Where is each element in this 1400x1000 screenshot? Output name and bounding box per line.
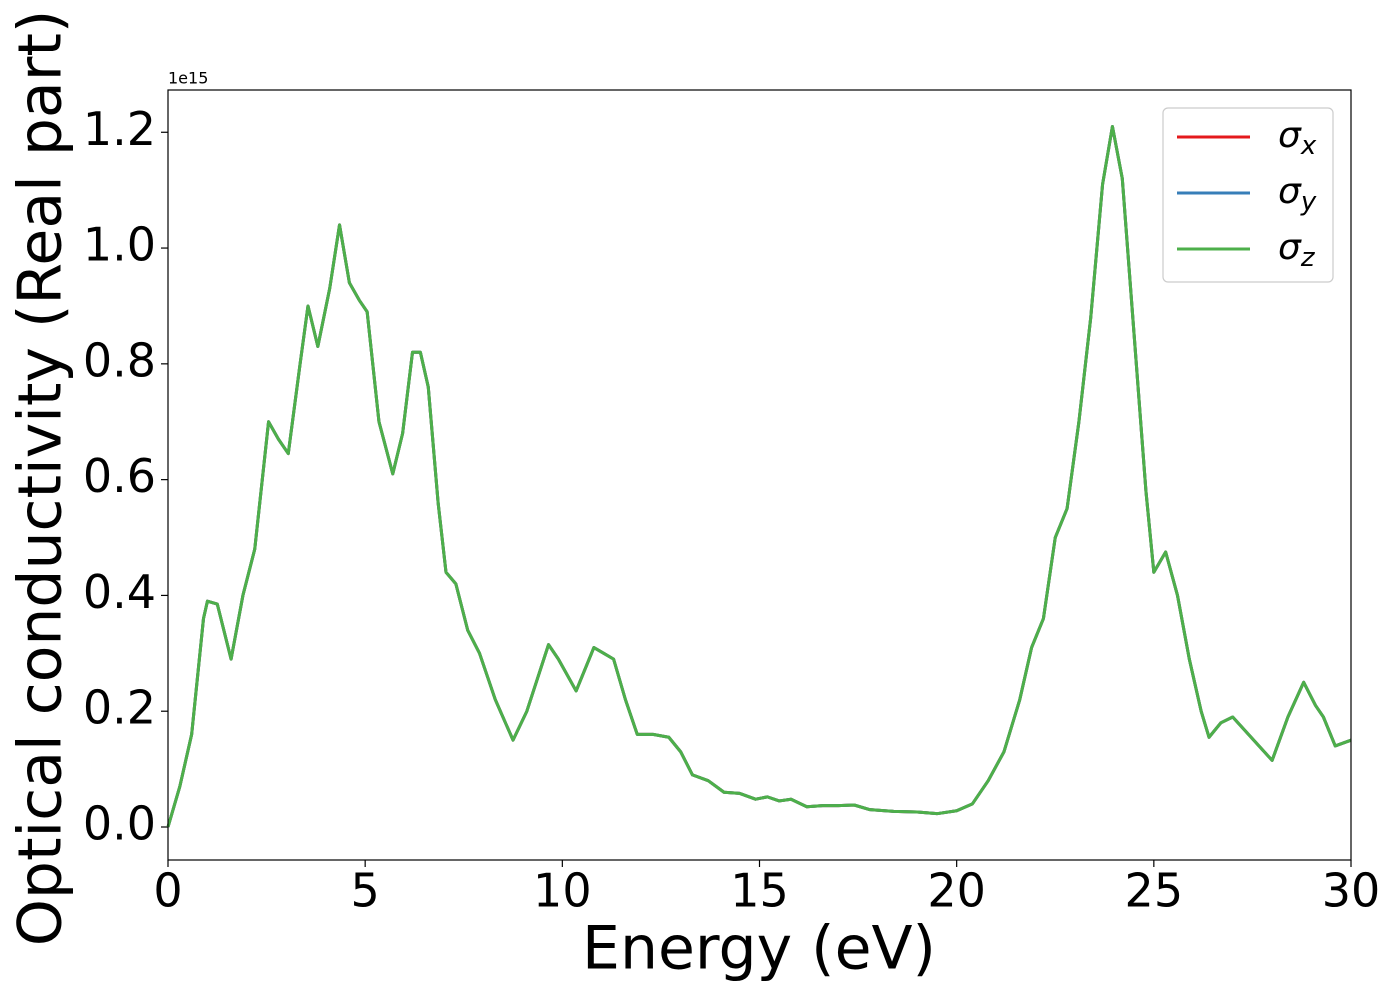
legend-label: σx bbox=[1278, 115, 1317, 161]
legend-label: σz bbox=[1278, 227, 1316, 273]
legend-label: σy bbox=[1278, 171, 1317, 217]
x-tick-label: 5 bbox=[351, 864, 380, 918]
x-tick-label: 25 bbox=[1125, 864, 1184, 918]
plot-frame bbox=[167, 89, 1352, 861]
x-tick-label: 0 bbox=[153, 864, 182, 918]
y-axis-label: Optical conductivity (Real part) bbox=[6, 10, 76, 947]
y-tick-label: 1.0 bbox=[83, 218, 156, 272]
x-tick-label: 10 bbox=[533, 864, 592, 918]
legend-box bbox=[1162, 107, 1334, 283]
data-line bbox=[166, 124, 1352, 828]
x-tick-label: 20 bbox=[927, 864, 986, 918]
y-tick-label: 0.0 bbox=[83, 797, 156, 851]
x-tick-label: 30 bbox=[1322, 864, 1381, 918]
y-tick-label: 0.4 bbox=[83, 565, 156, 619]
y-tick-label: 0.8 bbox=[83, 333, 156, 387]
x-axis-label: Energy (eV) bbox=[582, 914, 936, 984]
y-tick-label: 0.2 bbox=[83, 681, 156, 735]
y-offset-label: 1e15 bbox=[168, 69, 208, 88]
x-tick-label: 15 bbox=[730, 864, 789, 918]
y-tick-label: 0.6 bbox=[83, 449, 156, 503]
y-tick-label: 1.2 bbox=[83, 102, 156, 156]
